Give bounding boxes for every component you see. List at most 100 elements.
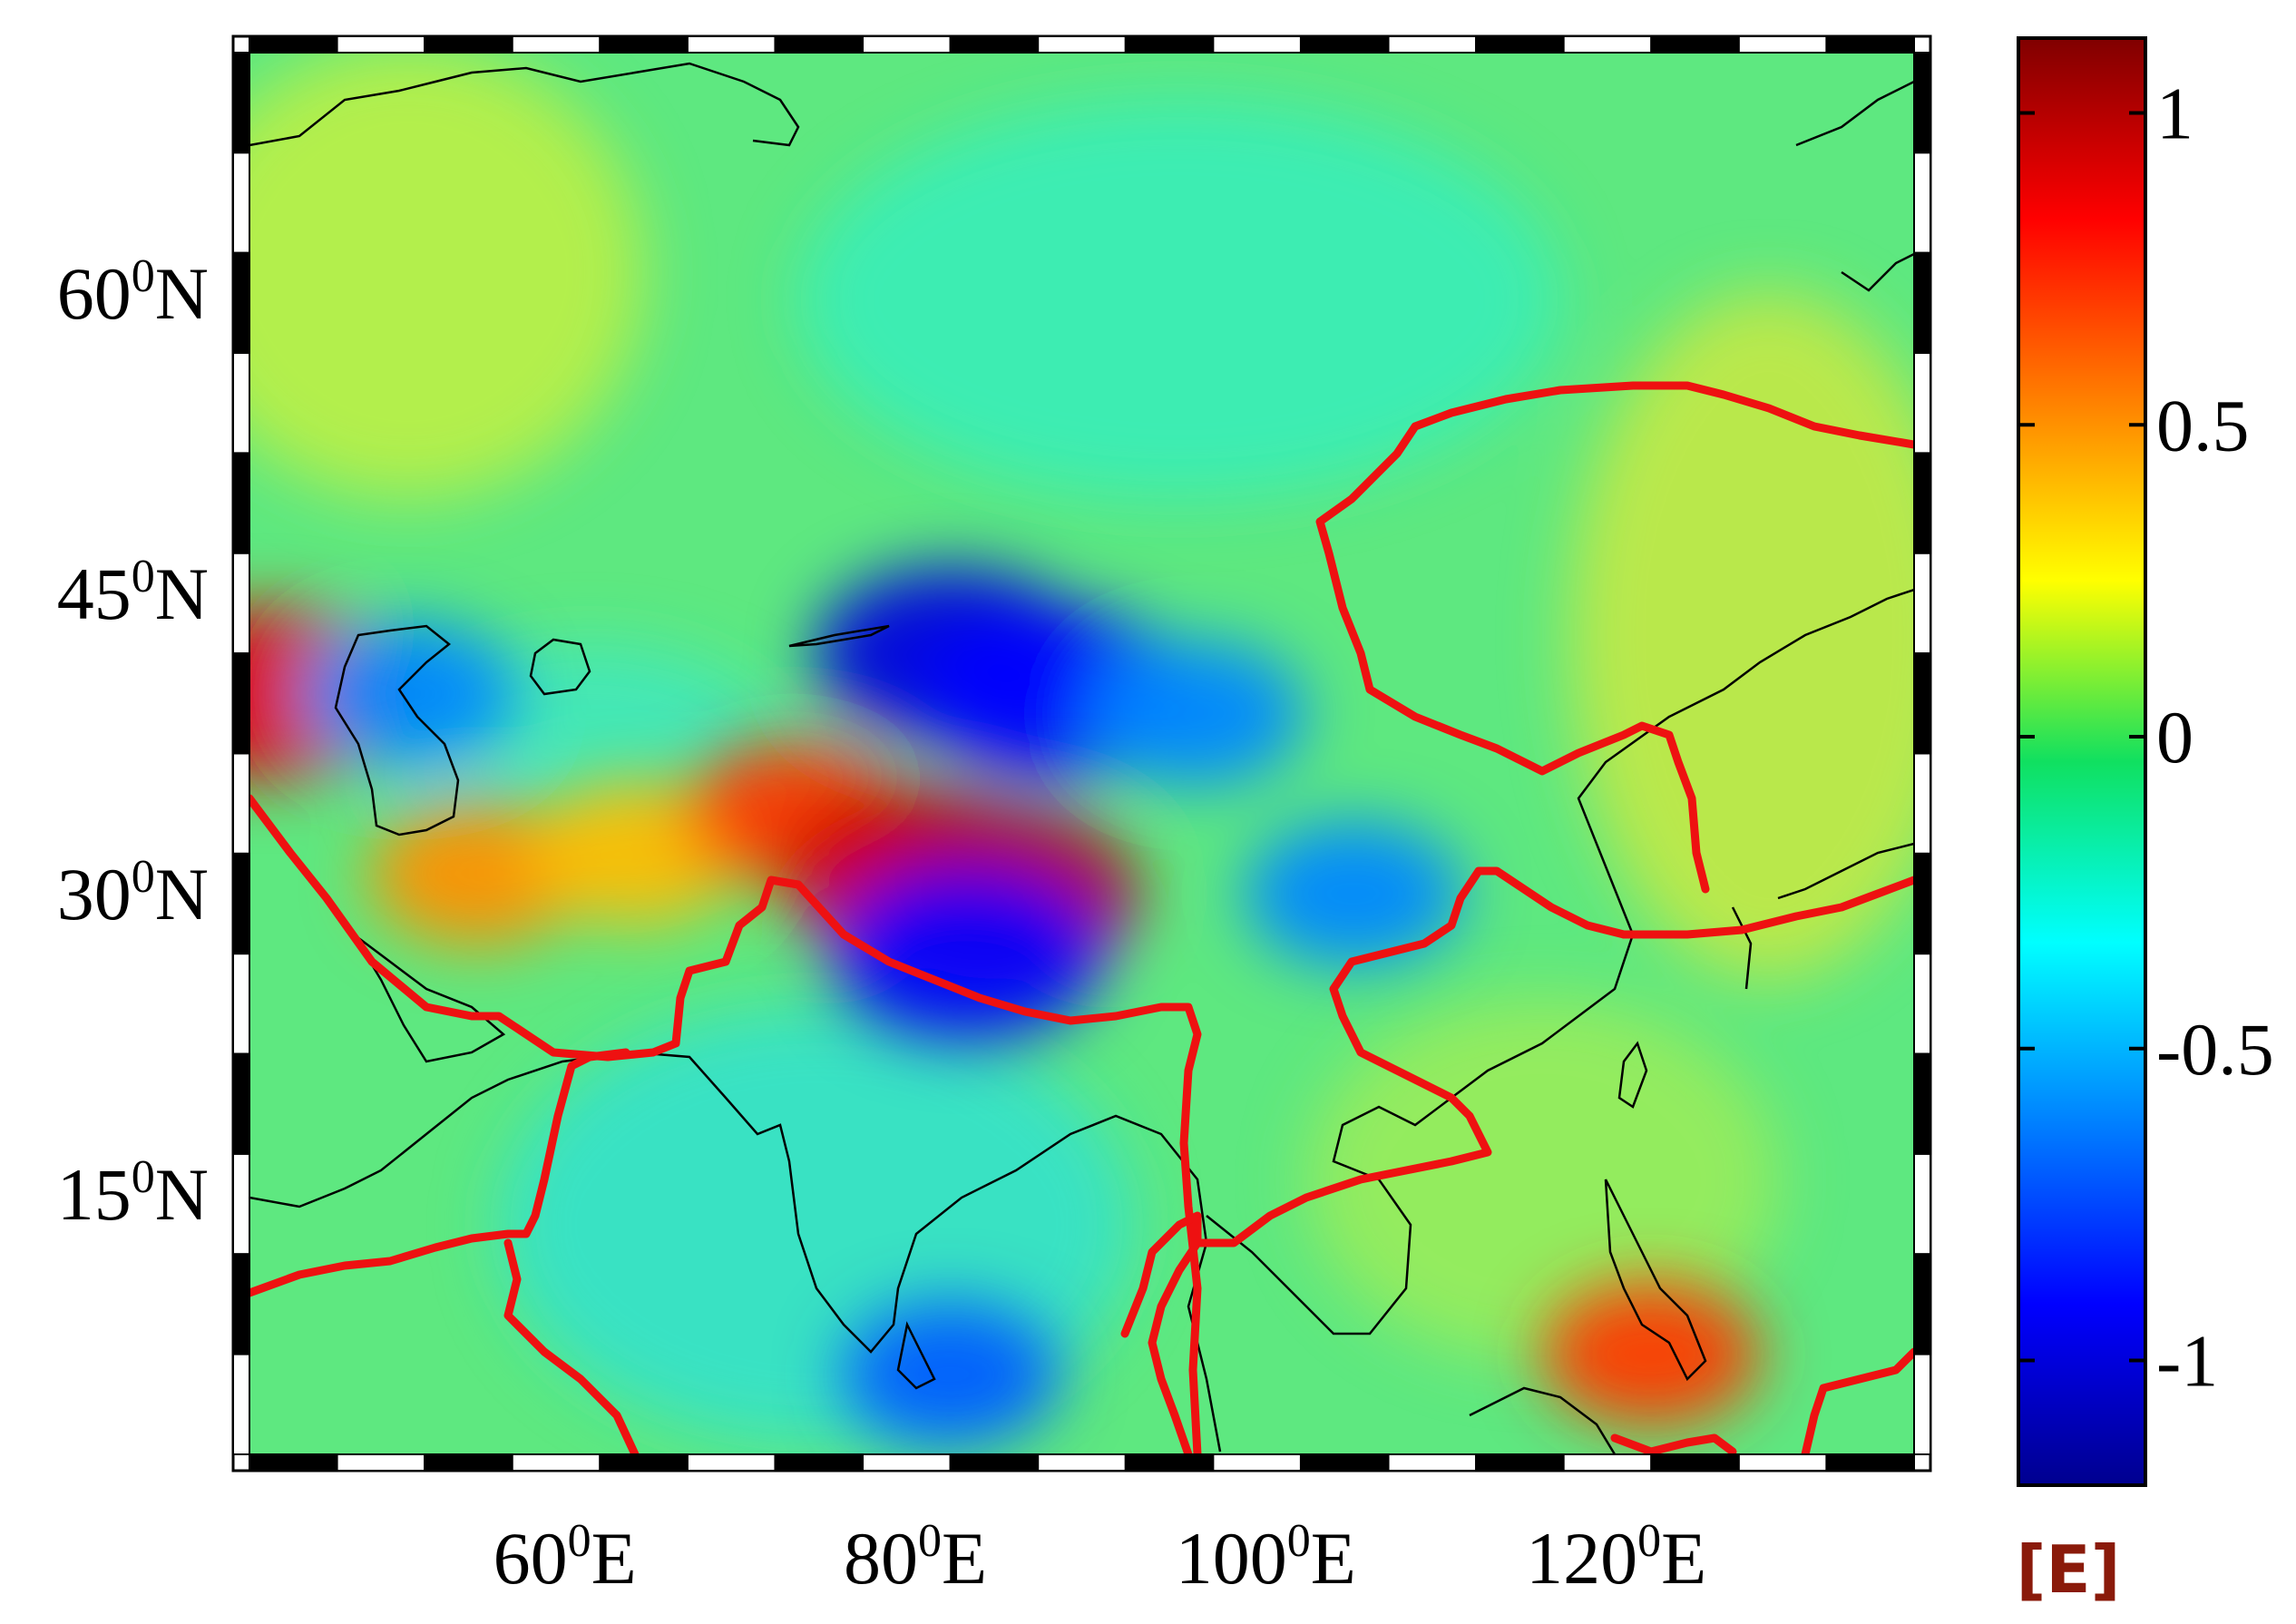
frame-segment bbox=[232, 52, 250, 154]
frame-segment bbox=[1387, 35, 1478, 54]
lat-tick-label: 300N bbox=[57, 851, 209, 935]
coastline-borneo bbox=[1469, 1386, 1617, 1454]
anomaly-blob bbox=[1244, 821, 1462, 966]
coastline-korea-japan bbox=[1731, 842, 1914, 990]
frame-segment bbox=[232, 352, 250, 455]
plate-boundary-amur-loop bbox=[1315, 381, 1914, 894]
frame-segment bbox=[686, 35, 777, 54]
frame-segment bbox=[1475, 1453, 1565, 1472]
plate-boundary-okhotsk-japan bbox=[1619, 876, 1914, 939]
frame-segment bbox=[511, 1453, 601, 1472]
anomaly-blob bbox=[1542, 1281, 1761, 1427]
frame-segment bbox=[1037, 35, 1127, 54]
frame-segment bbox=[774, 1453, 865, 1472]
frame-segment bbox=[232, 1052, 250, 1155]
broad-yellow-northwest bbox=[249, 53, 644, 499]
frame-segment bbox=[1913, 52, 1931, 154]
frame-segment bbox=[1562, 35, 1653, 54]
colorbar-ticks: 1 0.5 0 -0.5 -1 bbox=[2018, 73, 2274, 1403]
broad-yellow-east bbox=[1569, 290, 1914, 980]
frame-segment bbox=[599, 35, 689, 54]
frame-segment bbox=[1475, 35, 1565, 54]
map-panel bbox=[249, 53, 1914, 1454]
frame-segment bbox=[1913, 1253, 1931, 1355]
frame-segment bbox=[1562, 1453, 1653, 1472]
anomaly-blob-group bbox=[249, 567, 1761, 1447]
plate-boundaries bbox=[249, 381, 1914, 1454]
lat-tick-label: 600N bbox=[57, 250, 209, 335]
coastline-northeast bbox=[1795, 80, 1914, 292]
frame-segment bbox=[232, 1152, 250, 1256]
frame-segment bbox=[1299, 1453, 1390, 1472]
colorbar-gradient bbox=[2017, 36, 2147, 1487]
coastline-caspian-sea bbox=[334, 624, 460, 836]
frame-segment bbox=[232, 1253, 250, 1355]
frame-segment bbox=[232, 752, 250, 855]
frame-segment bbox=[1913, 452, 1931, 554]
frame-segment bbox=[1737, 1453, 1828, 1472]
coastlines bbox=[249, 62, 1914, 1454]
lon-tick-label: 600E bbox=[493, 1515, 637, 1600]
coastline-aral-sea bbox=[529, 638, 591, 696]
longitude-labels: 600E 800E 1000E 1200E bbox=[493, 1515, 1707, 1600]
frame-segment bbox=[424, 35, 513, 54]
lon-tick-label: 1200E bbox=[1526, 1515, 1706, 1600]
map-frame bbox=[231, 34, 1932, 1472]
frame-segment bbox=[862, 1453, 952, 1472]
map-inner-border bbox=[249, 52, 1915, 1455]
frame-segment bbox=[1124, 35, 1215, 54]
colorbar: 1 0.5 0 -0.5 -1 [E] bbox=[2017, 36, 2274, 1608]
frame-segment bbox=[1913, 152, 1931, 254]
frame-segment bbox=[1387, 1453, 1478, 1472]
frame-segment bbox=[1037, 1453, 1127, 1472]
frame-segment bbox=[1212, 35, 1302, 54]
frame-segment bbox=[336, 35, 426, 54]
frame-segment bbox=[232, 152, 250, 254]
anomaly-blob bbox=[831, 867, 1104, 1041]
latitude-labels: 600N 450N 300N 150N bbox=[57, 250, 209, 1236]
lon-tick-label: 1000E bbox=[1176, 1515, 1356, 1600]
anomaly-blob bbox=[1087, 641, 1305, 787]
lat-tick-label: 150N bbox=[57, 1151, 209, 1236]
colorbar-tick-label: -0.5 bbox=[2156, 1008, 2274, 1091]
frame-segment bbox=[1737, 35, 1828, 54]
coastline-arctic-north bbox=[249, 62, 800, 147]
plate-boundary-carlsberg-ridge bbox=[503, 1238, 640, 1454]
colorbar-tick-label: -1 bbox=[2156, 1320, 2218, 1403]
frame-segment bbox=[686, 1453, 777, 1472]
lat-tick-label: 450N bbox=[57, 551, 209, 635]
coastline-sri-lanka bbox=[896, 1321, 936, 1390]
frame-segment bbox=[1913, 852, 1931, 955]
broad-cyan-north bbox=[798, 100, 1560, 499]
frame-segment bbox=[862, 35, 952, 54]
frame-segment bbox=[232, 852, 250, 955]
coastline-taiwan bbox=[1617, 1041, 1648, 1109]
frame-segment bbox=[1913, 1152, 1931, 1256]
anomaly-blob bbox=[841, 1301, 1060, 1447]
frame-segment bbox=[232, 552, 250, 655]
frame-segment bbox=[774, 35, 865, 54]
coastline-arabia-india bbox=[249, 1051, 1222, 1453]
frame-segment bbox=[424, 1453, 513, 1472]
coastline-persian-gulf bbox=[352, 934, 506, 1063]
frame-segment bbox=[1913, 552, 1931, 655]
frame-segment bbox=[1913, 352, 1931, 455]
frame-segment bbox=[949, 1453, 1040, 1472]
frame-segment bbox=[1650, 1453, 1740, 1472]
frame-segment bbox=[1913, 1052, 1931, 1155]
coastline-philippines bbox=[1604, 1179, 1707, 1382]
frame-segment bbox=[232, 251, 250, 355]
plate-boundary-philippine-sea bbox=[1801, 1347, 1914, 1454]
frame-segment bbox=[1913, 1353, 1931, 1455]
frame-segment bbox=[1212, 1453, 1302, 1472]
frame-segment bbox=[336, 1453, 426, 1472]
colorbar-tick-label: 0 bbox=[2156, 696, 2193, 778]
frame-segment bbox=[249, 1453, 338, 1472]
plate-boundary-china-loop bbox=[1193, 866, 1628, 1247]
frame-segment bbox=[511, 35, 601, 54]
plate-boundary-philippine-trench bbox=[1610, 1433, 1737, 1454]
colorbar-tick-label: 1 bbox=[2156, 73, 2193, 155]
coastline-balkhash bbox=[788, 624, 890, 648]
frame-segment bbox=[232, 953, 250, 1055]
